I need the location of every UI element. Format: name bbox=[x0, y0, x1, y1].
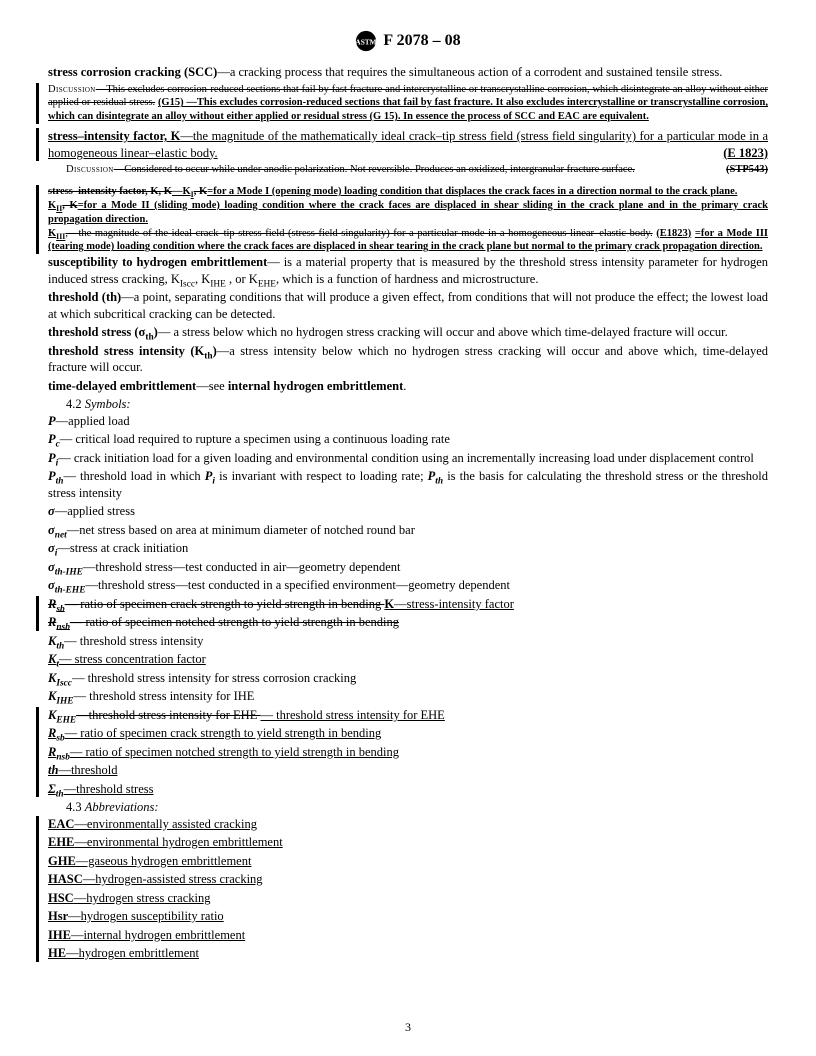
abbr-item: GHE—gaseous hydrogen embrittlement bbox=[48, 853, 768, 870]
sym-Kth: Kth— threshold stress intensity bbox=[48, 633, 768, 650]
abbr-item: EAC—environmentally assisted cracking bbox=[48, 816, 768, 833]
abbr-list: EAC—environmentally assisted crackingEHE… bbox=[36, 816, 768, 962]
sym-Pi: Pi— crack initiation load for a given lo… bbox=[48, 450, 768, 467]
sym-block-new: KEHE—threshold stress intensity for EHE … bbox=[36, 707, 768, 798]
sym-Pth: Pth— threshold load in which Pi is invar… bbox=[48, 468, 768, 501]
abbr-item: IHE—internal hydrogen embrittlement bbox=[48, 927, 768, 944]
sym-sigehe: σth-EHE—threshold stress—test conducted … bbox=[48, 577, 768, 594]
def-threshold-stress-intensity: threshold stress intensity (Kth)—a stres… bbox=[48, 343, 768, 376]
def-scc: stress corrosion cracking (SCC)—a cracki… bbox=[48, 64, 768, 81]
sym-P: P—applied load bbox=[48, 413, 768, 430]
def-susc: susceptibility to hydrogen embrittlement… bbox=[48, 254, 768, 287]
sym-Rsb-strike: Rsb— ratio of specimen crack strength to… bbox=[36, 596, 768, 631]
abbr-item: EHE—environmental hydrogen embrittlement bbox=[48, 834, 768, 851]
def-kmodes: stress–intensity factor, K, K—KI, K=for … bbox=[36, 185, 768, 254]
designation: F 2078 – 08 bbox=[383, 30, 460, 51]
disc-scc: Discussion—This excludes corrosion-reduc… bbox=[36, 83, 768, 125]
def-threshold-stress: threshold stress (σth)— a stress below w… bbox=[48, 324, 768, 341]
sym-KIHE: KIHE— threshold stress intensity for IHE bbox=[48, 688, 768, 705]
abbr-item: HE—hydrogen embrittlement bbox=[48, 945, 768, 962]
def-threshold: threshold (th)—a point, separating condi… bbox=[48, 289, 768, 322]
page: ASTM F 2078 – 08 stress corrosion cracki… bbox=[0, 0, 816, 1056]
sym-sigi: σi—stress at crack initiation bbox=[48, 540, 768, 557]
sym-signet: σnet—net stress based on area at minimum… bbox=[48, 522, 768, 539]
sym-sigma: σ—applied stress bbox=[48, 503, 768, 520]
abbr-item: HSC—hydrogen stress cracking bbox=[48, 890, 768, 907]
abbr-item: Hsr—hydrogen susceptibility ratio bbox=[48, 908, 768, 925]
section-symbols: 4.2 Symbols: bbox=[48, 396, 768, 413]
sym-Pc: Pc— critical load required to rupture a … bbox=[48, 431, 768, 448]
page-header: ASTM F 2078 – 08 bbox=[48, 30, 768, 52]
sym-KIscc: KIscc— threshold stress intensity for st… bbox=[48, 670, 768, 687]
def-tde: time-delayed embrittlement—see internal … bbox=[48, 378, 768, 395]
abbr-item: HASC—hydrogen-assisted stress cracking bbox=[48, 871, 768, 888]
svg-text:ASTM: ASTM bbox=[356, 38, 377, 47]
disc-k: Discussion—Considered to occur while und… bbox=[66, 163, 768, 177]
section-abbr: 4.3 Abbreviations: bbox=[48, 799, 768, 816]
def-k: stress–intensity factor, K—the magnitude… bbox=[36, 128, 768, 161]
sym-Kt: Kt— stress concentration factor bbox=[48, 651, 768, 668]
astm-logo: ASTM bbox=[355, 30, 377, 52]
page-number: 3 bbox=[405, 1020, 411, 1036]
sym-sigihe: σth-IHE—threshold stress—test conducted … bbox=[48, 559, 768, 576]
